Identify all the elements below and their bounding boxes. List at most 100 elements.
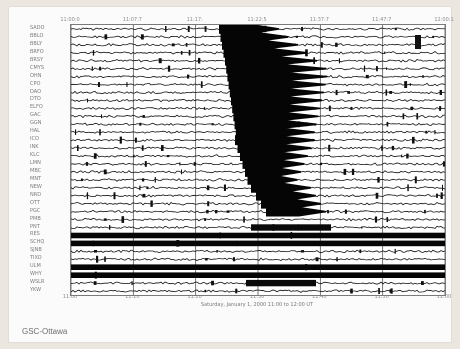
noise-spike — [363, 65, 366, 72]
station-label: ULM — [30, 263, 41, 270]
noise-spike — [80, 178, 83, 182]
x-tick-label: 11:50 — [374, 294, 389, 300]
noise-spike — [150, 200, 153, 207]
noise-spike — [205, 258, 208, 261]
station-label: SJNB — [30, 247, 42, 254]
noise-spike — [104, 256, 106, 262]
station-label: OTT — [30, 199, 40, 206]
event-signal — [256, 190, 316, 201]
station-label: PGC — [30, 207, 41, 214]
noise-spike — [327, 210, 329, 214]
noise-spike — [142, 193, 146, 198]
noise-spike — [165, 26, 167, 32]
noise-spike — [378, 288, 380, 294]
station-label: TIXO — [30, 255, 42, 262]
noise-spike — [104, 34, 108, 40]
seismic-trace — [71, 257, 445, 261]
noise-spike — [93, 281, 97, 285]
noise-spike — [414, 176, 417, 184]
station-label: BBLY — [30, 40, 43, 47]
event-signal — [242, 159, 305, 169]
noise-spike — [223, 184, 226, 191]
noise-spike — [328, 105, 331, 112]
station-label: SADO — [30, 24, 45, 31]
station-label: BRFO — [30, 48, 44, 55]
noise-spike — [121, 216, 125, 223]
noise-spike — [350, 106, 353, 110]
noise-spike — [193, 162, 196, 166]
noise-spike — [315, 257, 319, 262]
noise-spike — [374, 216, 378, 223]
station-label: CMYS — [30, 64, 45, 71]
noise-spike — [351, 168, 355, 175]
noise-spike — [381, 145, 383, 151]
noise-spike — [389, 91, 393, 94]
noise-spike — [436, 193, 438, 198]
station-label: WSLR — [30, 279, 45, 286]
noise-spike — [126, 82, 128, 87]
noise-spike — [378, 177, 380, 183]
noise-spike — [391, 145, 395, 151]
noise-spike — [140, 34, 144, 40]
noise-spike — [409, 83, 411, 86]
noise-spike — [335, 42, 338, 47]
noise-spike — [412, 136, 415, 144]
noise-spike — [404, 81, 408, 88]
saturated-trace — [71, 232, 445, 239]
seismic-trace — [71, 217, 445, 222]
noise-spike — [198, 57, 201, 64]
noise-spike — [211, 123, 214, 126]
noise-spike — [235, 288, 238, 294]
noise-spike — [401, 154, 403, 158]
station-label: SCHQ — [30, 239, 45, 246]
top-tick-label: 12:00:1 — [434, 17, 454, 23]
noise-spike — [204, 218, 207, 221]
noise-spike — [425, 130, 428, 134]
noise-spike — [142, 115, 145, 118]
station-label: NRD — [30, 191, 42, 198]
event-signal — [247, 174, 298, 185]
noise-spike — [185, 43, 188, 47]
noise-spike — [243, 216, 245, 223]
noise-spike — [113, 192, 116, 200]
noise-spike — [141, 145, 144, 151]
noise-spike — [142, 178, 145, 182]
event-signal — [220, 31, 289, 42]
noise-spike — [432, 35, 434, 38]
station-label: MBC — [30, 167, 42, 174]
noise-spike — [375, 192, 379, 199]
noise-spike — [422, 75, 424, 78]
x-tick-label: 11:40 — [312, 294, 327, 300]
noise-spike — [440, 192, 443, 199]
noise-spike — [96, 255, 99, 263]
noise-spike — [103, 218, 107, 221]
noise-spike — [109, 225, 111, 230]
top-tick-label: 11:22:5 — [247, 17, 267, 23]
noise-spike — [171, 43, 175, 47]
noise-spike — [211, 280, 214, 286]
noise-spike — [416, 113, 419, 120]
noise-spike — [328, 144, 331, 152]
noise-spike — [320, 162, 323, 166]
noise-spike — [384, 51, 386, 54]
event-signal — [229, 87, 324, 98]
source-label: GSC-Ottawa — [22, 327, 68, 336]
noise-spike — [87, 98, 88, 103]
noise-spike — [226, 210, 230, 213]
seismic-trace — [71, 201, 445, 206]
noise-spike — [93, 153, 97, 159]
noise-spike — [402, 113, 405, 120]
noise-spike — [359, 249, 362, 254]
noise-spike — [144, 161, 147, 167]
noise-spike — [335, 89, 338, 96]
noise-spike — [131, 281, 133, 286]
noise-spike — [442, 184, 443, 191]
noise-spike — [421, 281, 424, 285]
noise-spike — [75, 129, 77, 135]
station-label: DTO — [30, 96, 41, 103]
station-label: HAL — [30, 128, 40, 135]
seismic-trace — [71, 209, 445, 214]
station-label: INK — [30, 144, 39, 151]
event-signal — [251, 224, 331, 231]
noise-spike — [91, 66, 93, 71]
